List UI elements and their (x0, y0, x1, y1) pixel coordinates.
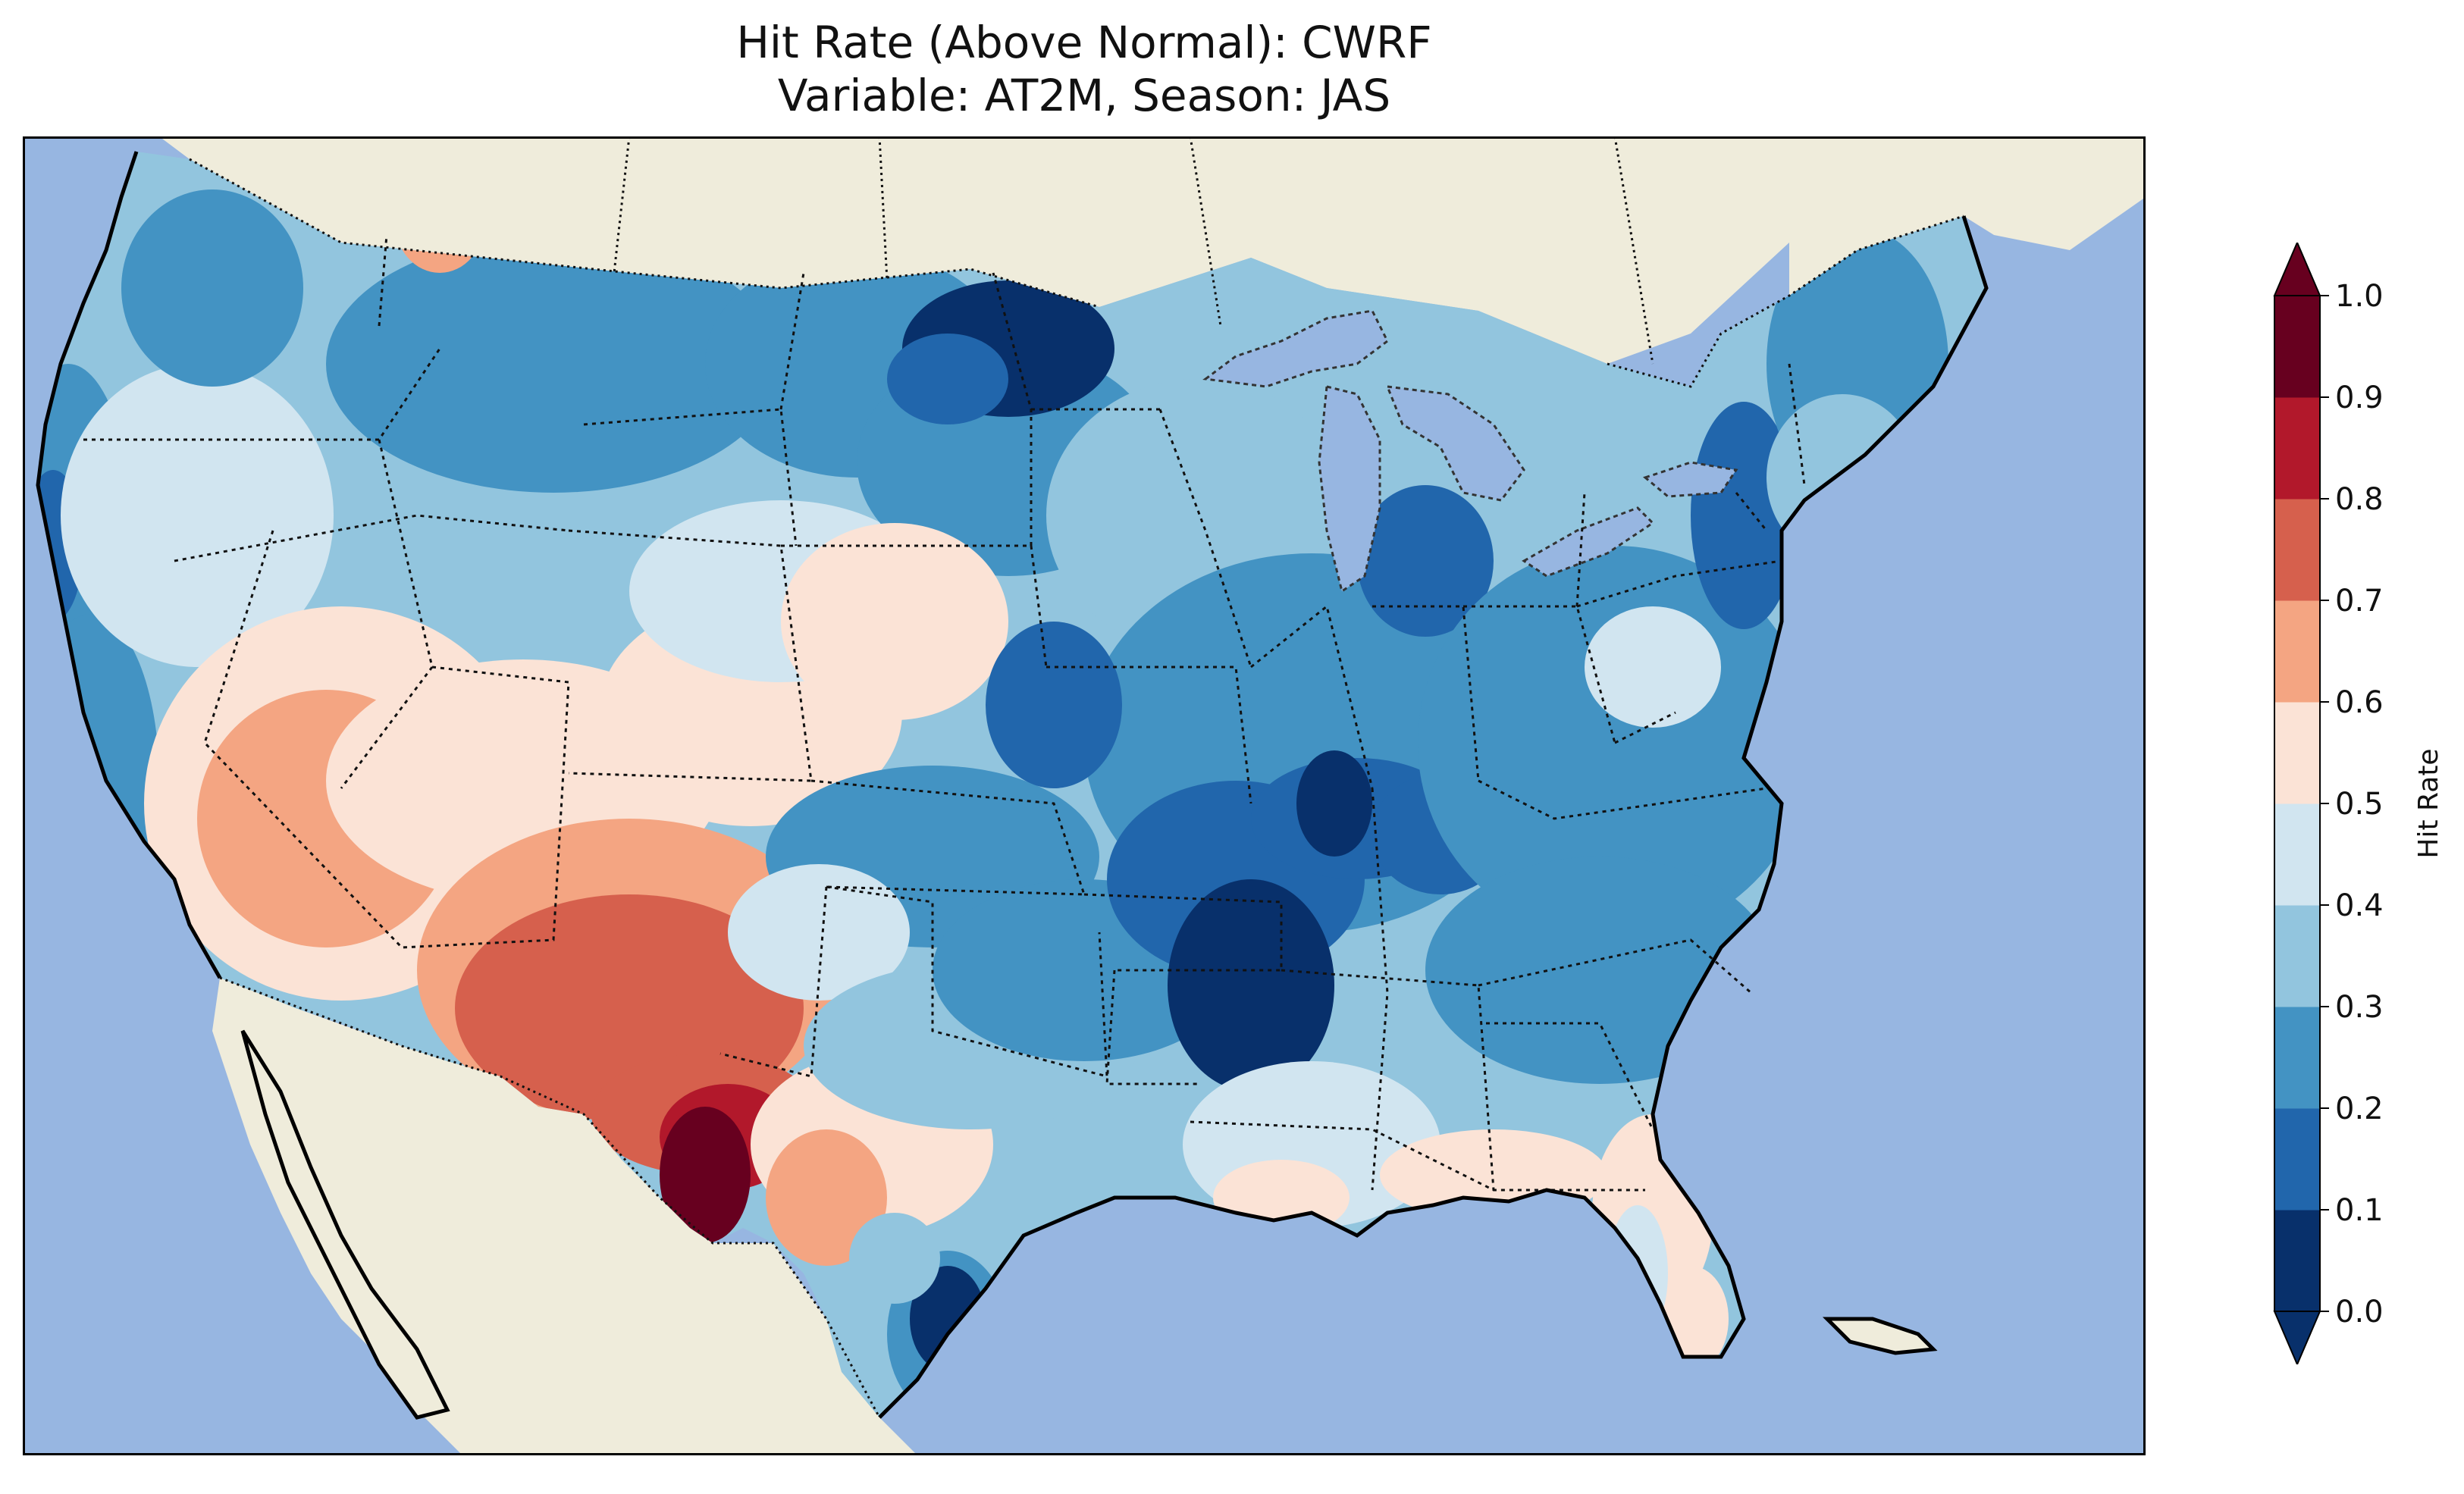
cuba-land (1827, 1319, 1933, 1353)
colorbar-bin (2274, 1210, 2320, 1312)
colorbar-extend-min (2273, 1311, 2321, 1364)
colorbar-tick-label: 0.5 (2335, 787, 2384, 822)
colorbar-tick-label: 0.7 (2335, 584, 2384, 619)
coastline (36, 151, 1989, 1420)
lake-huron (1385, 385, 1525, 502)
colorbar-tick-label: 1.0 (2335, 279, 2384, 314)
colorbar-tick-label: 0.8 (2335, 482, 2384, 517)
colorbar-bin (2274, 397, 2320, 500)
colorbar-bin (2274, 803, 2320, 906)
chart-title-line2: Variable: AT2M, Season: JAS (777, 70, 1391, 121)
colorbar-bin (2274, 905, 2320, 1007)
country-borders (189, 136, 1964, 1418)
colorbar-bin (2274, 296, 2320, 398)
colorbar-bin (2274, 600, 2320, 703)
canada-east-land (1789, 136, 2146, 296)
colorbar-label: Hit Rate (2413, 748, 2444, 858)
colorbar-tick-label: 0.6 (2335, 685, 2384, 720)
lake-ontario (1642, 461, 1738, 498)
lake-erie (1522, 506, 1655, 578)
colorbar-tick-label: 0.9 (2335, 381, 2384, 415)
state-borders (83, 234, 1806, 1192)
colorbar-tick-label: 0.2 (2335, 1092, 2384, 1126)
lake-michigan (1318, 385, 1381, 594)
colorbar-tick-label: 0.4 (2335, 888, 2384, 923)
map-border (23, 136, 2146, 1455)
colorbar-tick-label: 0.0 (2335, 1295, 2384, 1330)
colorbar-ticks: 0.0 0.1 0.2 0.3 0.4 0.5 0.6 0.7 0.8 0.9 1.0 (2320, 279, 2384, 1330)
colorbar-extend-max (2273, 243, 2321, 296)
canada-land (159, 136, 1789, 364)
colorbar-bins (2273, 243, 2321, 1364)
lake-superior (1202, 309, 1389, 388)
colorbar-bin (2274, 1007, 2320, 1109)
colorbar: 0.0 0.1 0.2 0.3 0.4 0.5 0.6 0.7 0.8 0.9 1.0 Hit Ra… (2273, 243, 2444, 1364)
colorbar-tick-label: 0.3 (2335, 990, 2384, 1025)
colorbar-bin (2274, 702, 2320, 804)
chart-title-line1: Hit Rate (Above Normal): CWRF (736, 17, 1432, 68)
map-panel (23, 136, 2146, 1455)
colorbar-bin (2274, 499, 2320, 601)
colorbar-tick-label: 0.1 (2335, 1193, 2384, 1228)
colorbar-bin (2274, 1108, 2320, 1211)
